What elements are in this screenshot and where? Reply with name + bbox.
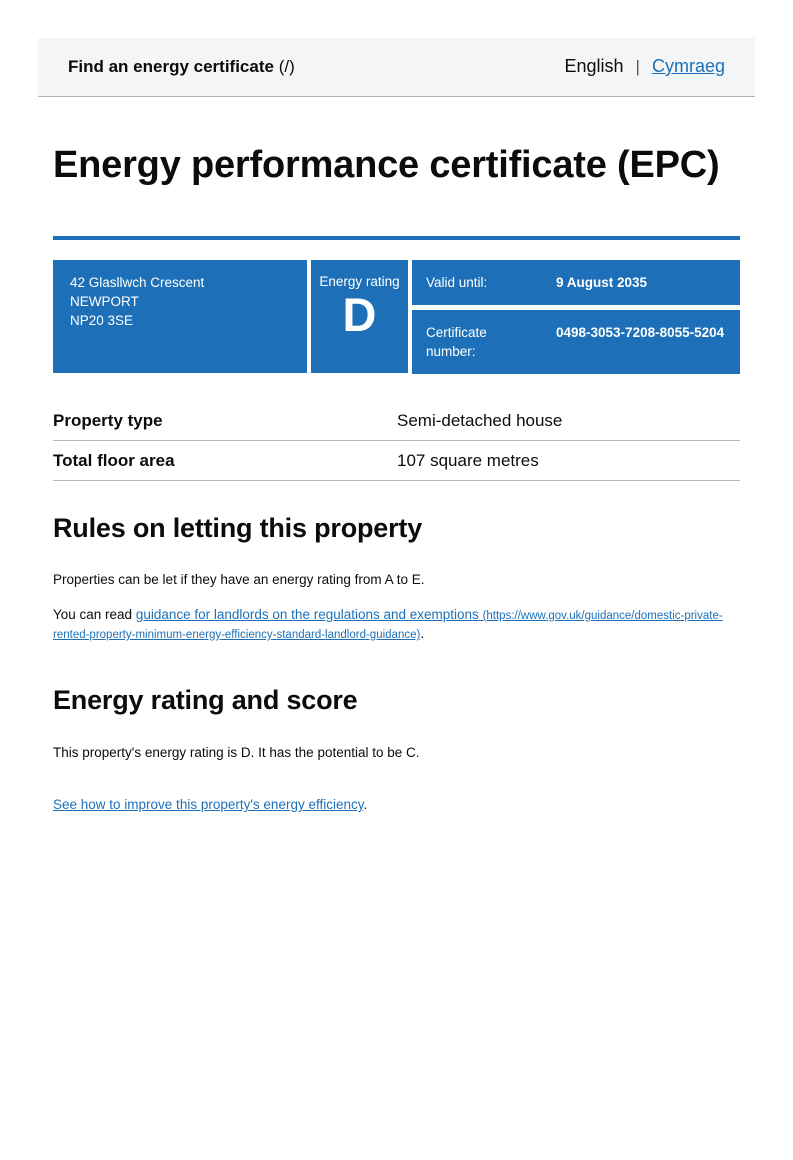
main-content: Energy performance certificate (EPC) 42 … [53,140,740,814]
improve-efficiency-link[interactable]: See how to improve this property's energ… [53,797,364,812]
improve-efficiency-paragraph: See how to improve this property's energ… [53,796,740,814]
landlord-guidance-paragraph: You can read guidance for landlords on t… [53,606,740,644]
summary-row-floor-area: Total floor area 107 square metres [53,441,740,481]
cymraeg-link[interactable]: Cymraeg [651,56,725,76]
guidance-prefix-text: You can read [53,607,136,622]
certificate-number-value: 0498-3053-7208-8055-5204 [556,325,725,340]
address-line-2: NEWPORT [70,294,139,309]
landlord-guidance-link[interactable]: guidance for landlords on the regulation… [53,607,723,641]
service-header: Find an energy certificate (/) English |… [38,38,755,97]
property-type-key: Property type [53,411,163,430]
valid-until-row: Valid until: 9 August 2035 [412,260,740,305]
valid-until-value: 9 August 2035 [556,275,648,290]
language-switcher: English | Cymraeg [565,56,726,77]
address-line-3: NP20 3SE [70,313,134,328]
address-block: 42 Glasllwch Crescent NEWPORT NP20 3SE [53,260,307,373]
landlord-guidance-url-text: (https://www.gov.uk/guidance/domestic-pr… [53,610,723,641]
energy-rating-cell: Energy rating D [311,260,408,373]
page-title: Energy performance certificate (EPC) [53,144,720,186]
certificate-number-label: Certificate number: [426,325,487,359]
language-separator: | [635,56,640,76]
energy-rating-paragraph: This property's energy rating is D. It h… [53,745,420,760]
service-url-suffix: (/) [278,56,295,76]
certificate-details-column: Valid until: 9 August 2035 Certificate n… [412,260,740,374]
epc-summary-box: 42 Glasllwch Crescent NEWPORT NP20 3SE E… [53,260,740,374]
rules-paragraph: Properties can be let if they have an en… [53,572,425,587]
property-type-value: Semi-detached house [397,411,563,430]
blue-divider-rule [53,236,740,240]
guidance-suffix-period: . [420,626,425,641]
certificate-number-row: Certificate number: 0498-3053-7208-8055-… [412,310,740,374]
page-container: Find an energy certificate (/) English |… [38,38,755,814]
rules-section-heading: Rules on letting this property [53,513,423,543]
language-current-label: English [564,56,624,76]
address-line-1: 42 Glasllwch Crescent [70,275,205,290]
valid-until-label: Valid until: [426,275,488,290]
floor-area-value: 107 square metres [397,451,539,470]
improve-suffix-period: . [363,797,368,812]
energy-section-heading: Energy rating and score [53,685,358,715]
landlord-guidance-link-text: guidance for landlords on the regulation… [135,607,483,622]
service-name-link[interactable]: Find an energy certificate (/) [68,57,295,77]
energy-rating-label: Energy rating [319,274,400,289]
energy-rating-value: D [342,288,377,341]
service-name-text: Find an energy certificate [68,56,274,76]
property-summary-list: Property type Semi-detached house Total … [53,401,740,481]
summary-row-property-type: Property type Semi-detached house [53,401,740,441]
floor-area-key: Total floor area [53,451,175,470]
